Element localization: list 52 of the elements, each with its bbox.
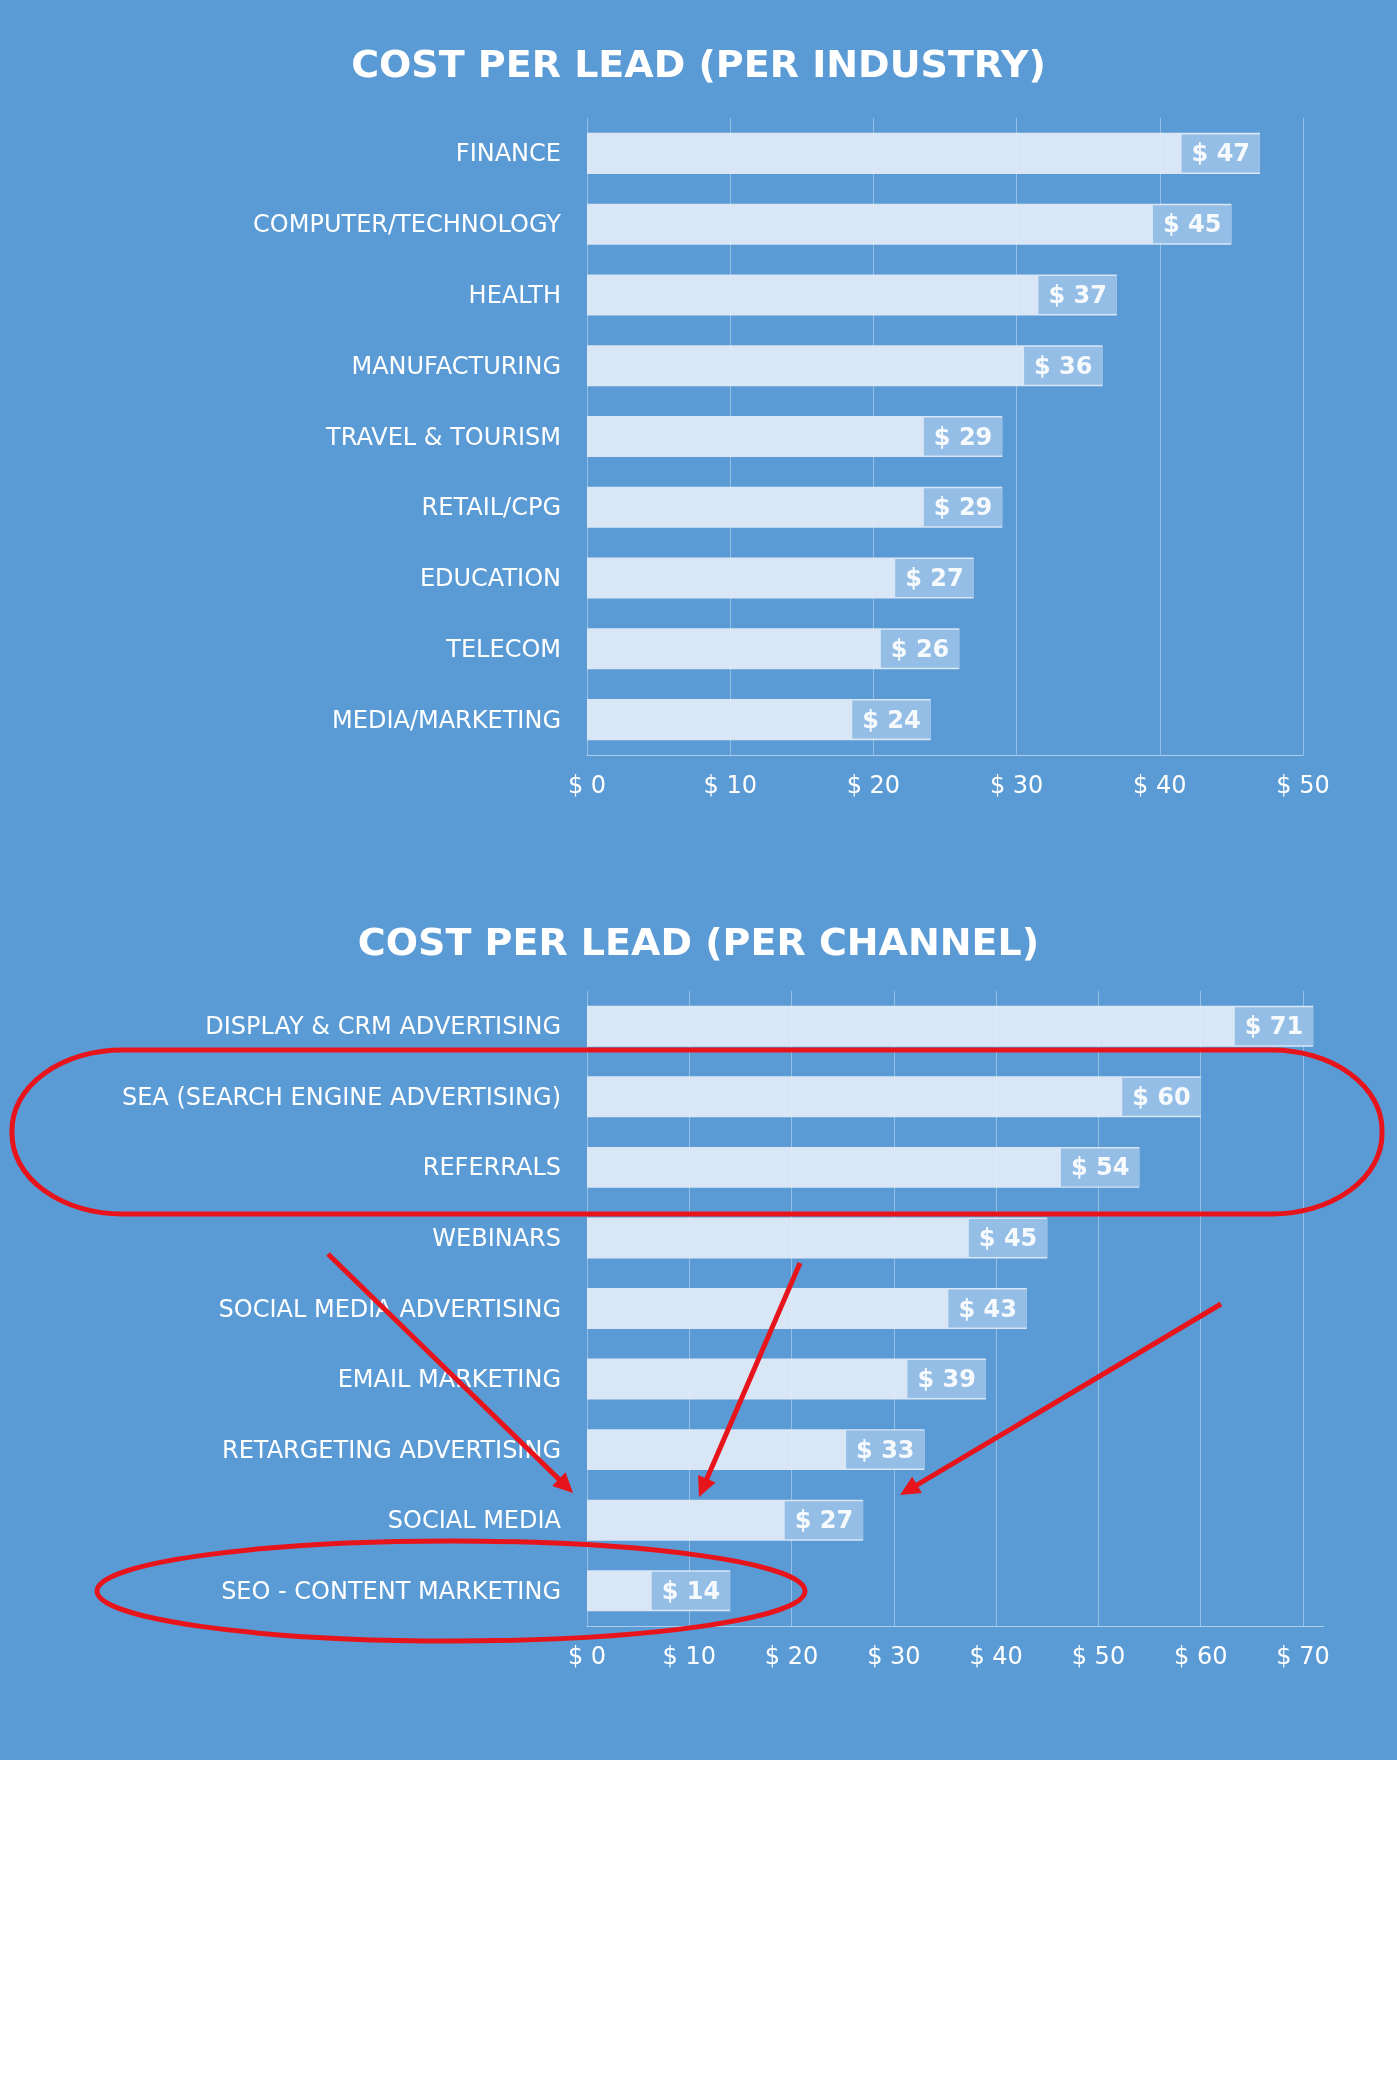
- data-label: $ 33: [856, 1435, 915, 1464]
- data-label: $ 29: [933, 493, 993, 522]
- data-label: $ 36: [1034, 351, 1093, 380]
- data-label: $ 47: [1191, 139, 1251, 168]
- data-label: $ 54: [1070, 1153, 1130, 1182]
- x-tick-label: $ 30: [989, 771, 1044, 799]
- x-tick-label: $ 50: [1276, 771, 1330, 799]
- data-label: $ 27: [905, 564, 964, 593]
- y-tick-label: RETAIL/CPG: [421, 493, 561, 522]
- x-tick-label: $ 0: [567, 771, 607, 799]
- y-tick-label: SEO - CONTENT MARKETING: [221, 1576, 561, 1605]
- y-tick-label: COMPUTER/TECHNOLOGY: [253, 210, 562, 239]
- data-label: $ 71: [1244, 1012, 1304, 1041]
- x-tick-label: $ 40: [969, 1642, 1023, 1670]
- y-tick-label: FINANCE: [455, 139, 561, 168]
- data-label: $ 24: [862, 705, 921, 734]
- data-label: $ 39: [917, 1365, 976, 1394]
- y-tick-label: MEDIA/MARKETING: [332, 705, 561, 734]
- y-tick-label: WEBINARS: [432, 1223, 561, 1252]
- data-label: $ 14: [661, 1576, 721, 1605]
- y-tick-label: SEA (SEARCH ENGINE ADVERTISING): [121, 1082, 561, 1111]
- chart-title: COST PER LEAD (PER INDUSTRY): [351, 42, 1046, 86]
- data-label: $ 43: [958, 1294, 1017, 1323]
- y-tick-label: TRAVEL & TOURISM: [325, 422, 561, 451]
- x-tick-label: $ 10: [662, 1642, 716, 1670]
- bar: [587, 203, 1232, 245]
- y-tick-label: DISPLAY & CRM ADVERTISING: [205, 1012, 561, 1041]
- y-tick-label: REFERRALS: [422, 1153, 561, 1182]
- y-tick-label: SOCIAL MEDIA: [387, 1506, 562, 1535]
- bar: [587, 1076, 1201, 1118]
- data-label: $ 26: [890, 634, 950, 663]
- chart-title: COST PER LEAD (PER CHANNEL): [357, 920, 1040, 964]
- x-tick-label: $ 20: [846, 771, 901, 799]
- data-label: $ 45: [978, 1223, 1038, 1252]
- x-tick-label: $ 70: [1276, 1642, 1330, 1670]
- data-label: $ 45: [1162, 210, 1222, 239]
- x-tick-label: $ 20: [764, 1642, 819, 1670]
- data-label: $ 27: [794, 1506, 854, 1535]
- x-tick-label: $ 60: [1174, 1642, 1228, 1670]
- data-label: $ 29: [933, 422, 993, 451]
- x-tick-label: $ 10: [703, 771, 757, 799]
- bar: [587, 1005, 1314, 1047]
- data-label: $ 37: [1048, 280, 1107, 309]
- data-label: $ 60: [1132, 1082, 1191, 1111]
- y-tick-label: TELECOM: [445, 634, 561, 663]
- x-tick-label: $ 40: [1133, 771, 1187, 799]
- x-tick-label: $ 0: [567, 1642, 607, 1670]
- y-tick-label: HEALTH: [468, 280, 561, 309]
- y-tick-label: EDUCATION: [419, 564, 561, 593]
- x-tick-label: $ 30: [867, 1642, 921, 1670]
- y-tick-label: MANUFACTURING: [351, 351, 561, 380]
- x-tick-label: $ 50: [1071, 1642, 1126, 1670]
